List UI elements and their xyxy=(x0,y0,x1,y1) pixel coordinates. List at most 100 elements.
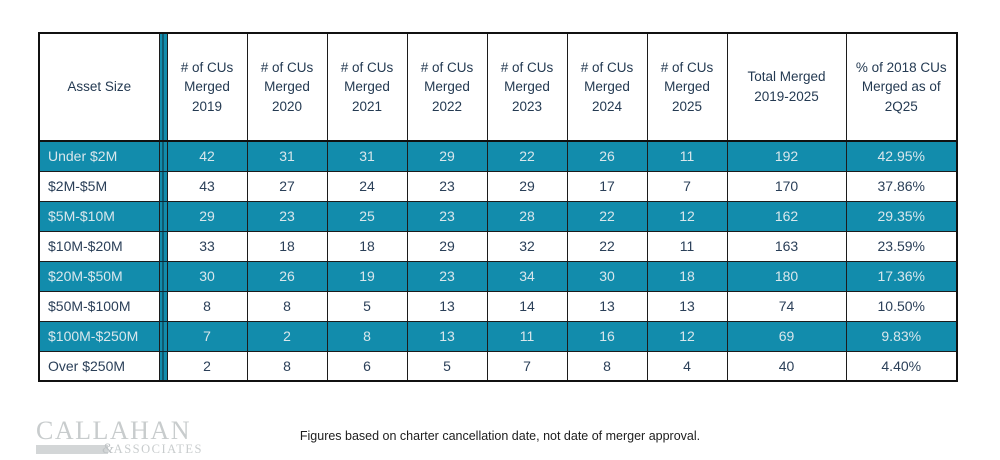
value-cell: 22 xyxy=(486,140,568,172)
col-header: Total Merged 2019-2025 xyxy=(726,32,847,142)
value-cell: 8 xyxy=(246,350,328,382)
value-cell: 13 xyxy=(406,290,488,322)
value-cell: 43 xyxy=(166,170,248,202)
col-header: # of CUs Merged 2024 xyxy=(566,32,648,142)
value-cell: 24 xyxy=(326,170,408,202)
value-cell: 29 xyxy=(406,140,488,172)
value-cell: 14 xyxy=(486,290,568,322)
value-cell: 74 xyxy=(726,290,847,322)
value-cell: 23 xyxy=(406,200,488,232)
value-cell: 7 xyxy=(166,320,248,352)
col-header: # of CUs Merged 2021 xyxy=(326,32,408,142)
teal-separator xyxy=(158,200,168,232)
table-row: $5M-$10M 29 23 25 23 28 22 12 162 29.35% xyxy=(38,200,958,232)
value-cell: 6 xyxy=(326,350,408,382)
value-cell: 2 xyxy=(246,320,328,352)
col-header-asset-size: Asset Size xyxy=(38,32,160,142)
value-cell: 19 xyxy=(326,260,408,292)
value-cell: 2 xyxy=(166,350,248,382)
value-cell: 13 xyxy=(566,290,648,322)
value-cell: 4.40% xyxy=(845,350,958,382)
value-cell: 8 xyxy=(566,350,648,382)
asset-size-cell: $100M-$250M xyxy=(38,320,160,352)
col-header: # of CUs Merged 2019 xyxy=(166,32,248,142)
value-cell: 18 xyxy=(326,230,408,262)
table-row: Over $250M 2 8 6 5 7 8 4 40 4.40% xyxy=(38,350,958,382)
value-cell: 18 xyxy=(646,260,728,292)
value-cell: 25 xyxy=(326,200,408,232)
value-cell: 42 xyxy=(166,140,248,172)
value-cell: 23 xyxy=(246,200,328,232)
value-cell: 5 xyxy=(326,290,408,322)
value-cell: 13 xyxy=(646,290,728,322)
value-cell: 28 xyxy=(486,200,568,232)
asset-size-cell: $10M-$20M xyxy=(38,230,160,262)
table-row: $50M-$100M 8 8 5 13 14 13 13 74 10.50% xyxy=(38,290,958,322)
value-cell: 30 xyxy=(566,260,648,292)
col-header: # of CUs Merged 2025 xyxy=(646,32,728,142)
logo-bar xyxy=(36,445,108,455)
teal-separator xyxy=(158,32,168,142)
asset-size-cell: $20M-$50M xyxy=(38,260,160,292)
value-cell: 8 xyxy=(326,320,408,352)
value-cell: 31 xyxy=(326,140,408,172)
asset-size-cell: $2M-$5M xyxy=(38,170,160,202)
figure-footnote: Figures based on charter cancellation da… xyxy=(299,429,701,443)
value-cell: 170 xyxy=(726,170,847,202)
value-cell: 40 xyxy=(726,350,847,382)
value-cell: 13 xyxy=(406,320,488,352)
value-cell: 27 xyxy=(246,170,328,202)
logo-associates: ASSOCIATES xyxy=(113,442,203,457)
value-cell: 7 xyxy=(646,170,728,202)
table-row: $20M-$50M 30 26 19 23 34 30 18 180 17.36% xyxy=(38,260,958,292)
value-cell: 23 xyxy=(406,170,488,202)
logo-wordmark: CALLAHAN xyxy=(36,416,191,445)
col-header: % of 2018 CUs Merged as of 2Q25 xyxy=(845,32,958,142)
teal-separator xyxy=(158,230,168,262)
value-cell: 4 xyxy=(646,350,728,382)
asset-size-cell: $5M-$10M xyxy=(38,200,160,232)
value-cell: 8 xyxy=(166,290,248,322)
value-cell: 11 xyxy=(486,320,568,352)
table-header-row: Asset Size # of CUs Merged 2019 # of CUs M… xyxy=(38,32,958,142)
logo-subline: & ASSOCIATES xyxy=(36,441,216,458)
value-cell: 26 xyxy=(246,260,328,292)
value-cell: 32 xyxy=(486,230,568,262)
value-cell: 16 xyxy=(566,320,648,352)
value-cell: 180 xyxy=(726,260,847,292)
value-cell: 33 xyxy=(166,230,248,262)
value-cell: 26 xyxy=(566,140,648,172)
value-cell: 29.35% xyxy=(845,200,958,232)
value-cell: 17.36% xyxy=(845,260,958,292)
value-cell: 12 xyxy=(646,320,728,352)
teal-separator xyxy=(158,350,168,382)
table-row: Under $2M 42 31 31 29 22 26 11 192 42.95% xyxy=(38,140,958,172)
value-cell: 23 xyxy=(406,260,488,292)
value-cell: 8 xyxy=(246,290,328,322)
value-cell: 29 xyxy=(166,200,248,232)
value-cell: 34 xyxy=(486,260,568,292)
value-cell: 10.50% xyxy=(845,290,958,322)
value-cell: 42.95% xyxy=(845,140,958,172)
value-cell: 31 xyxy=(246,140,328,172)
value-cell: 11 xyxy=(646,230,728,262)
merger-table: Asset Size # of CUs Merged 2019 # of CUs M… xyxy=(38,32,958,382)
teal-separator xyxy=(158,140,168,172)
callahan-logo: CALLAHAN & ASSOCIATES xyxy=(36,417,216,458)
value-cell: 12 xyxy=(646,200,728,232)
teal-separator xyxy=(158,260,168,292)
value-cell: 11 xyxy=(646,140,728,172)
value-cell: 23.59% xyxy=(845,230,958,262)
teal-separator xyxy=(158,170,168,202)
teal-separator xyxy=(158,290,168,322)
value-cell: 5 xyxy=(406,350,488,382)
merger-table-container: Asset Size # of CUs Merged 2019 # of CUs M… xyxy=(38,32,958,382)
col-header: # of CUs Merged 2023 xyxy=(486,32,568,142)
asset-size-cell: $50M-$100M xyxy=(38,290,160,322)
value-cell: 163 xyxy=(726,230,847,262)
value-cell: 22 xyxy=(566,200,648,232)
value-cell: 18 xyxy=(246,230,328,262)
asset-size-cell: Over $250M xyxy=(38,350,160,382)
logo-ampersand: & xyxy=(102,441,114,458)
